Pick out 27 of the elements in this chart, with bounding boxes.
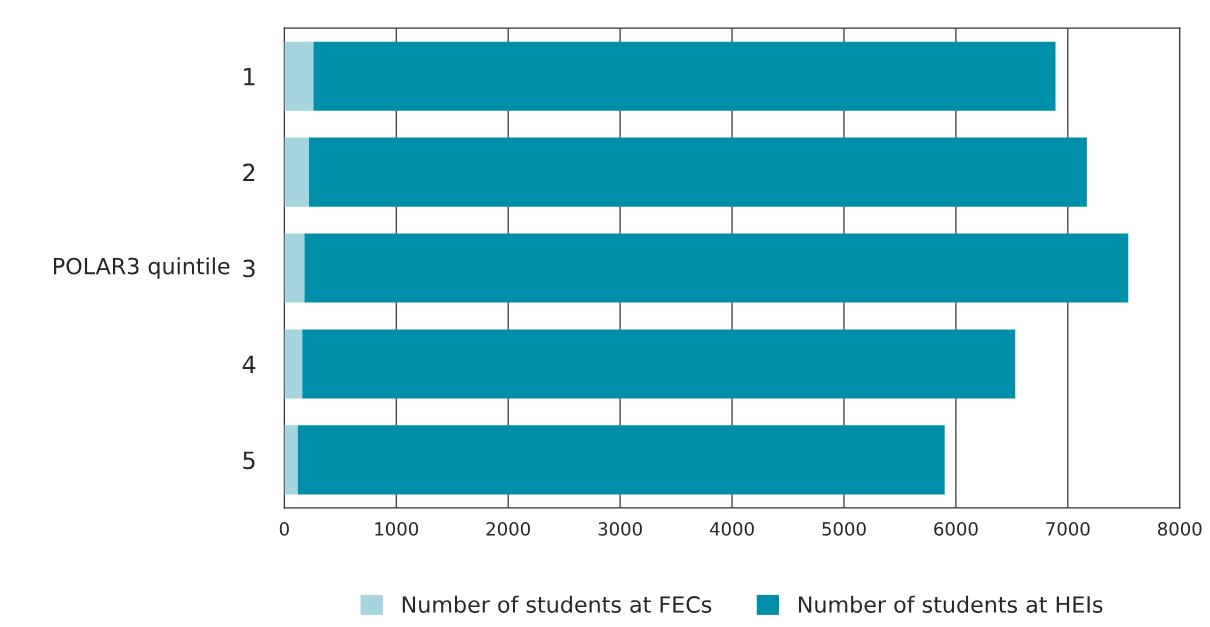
x-tick-label: 6000: [934, 522, 978, 536]
y-tick-label: 3: [243, 259, 255, 278]
x-tick-label: 2000: [486, 522, 530, 536]
legend-label: Number of students at FECs: [402, 595, 712, 613]
bar: [284, 329, 303, 399]
x-tick-label: 7000: [1046, 522, 1090, 536]
x-tick-label: 3000: [598, 522, 642, 536]
x-tick-label: 1000: [375, 522, 419, 536]
y-tick-label: 2: [243, 163, 255, 182]
x-tick-label: 4000: [709, 522, 754, 536]
bar: [284, 41, 314, 111]
y-axis-title: POLAR3 quintile: [54, 257, 230, 279]
y-tick-label: 5: [243, 451, 255, 470]
x-tick-label: 0: [279, 522, 289, 536]
bar: [284, 137, 309, 207]
bar: [284, 233, 305, 303]
bar: [297, 425, 945, 495]
bar: [313, 41, 1056, 111]
x-tick-label: 5000: [822, 522, 866, 536]
legend-label: Number of students at HEIs: [798, 595, 1103, 613]
x-tick-label: 8000: [1158, 522, 1202, 536]
bar: [308, 137, 1087, 207]
bar: [302, 329, 1016, 399]
bar: [284, 425, 298, 495]
y-tick-label: 4: [242, 355, 256, 373]
y-tick-label: 1: [244, 67, 255, 86]
bar: [304, 233, 1129, 303]
